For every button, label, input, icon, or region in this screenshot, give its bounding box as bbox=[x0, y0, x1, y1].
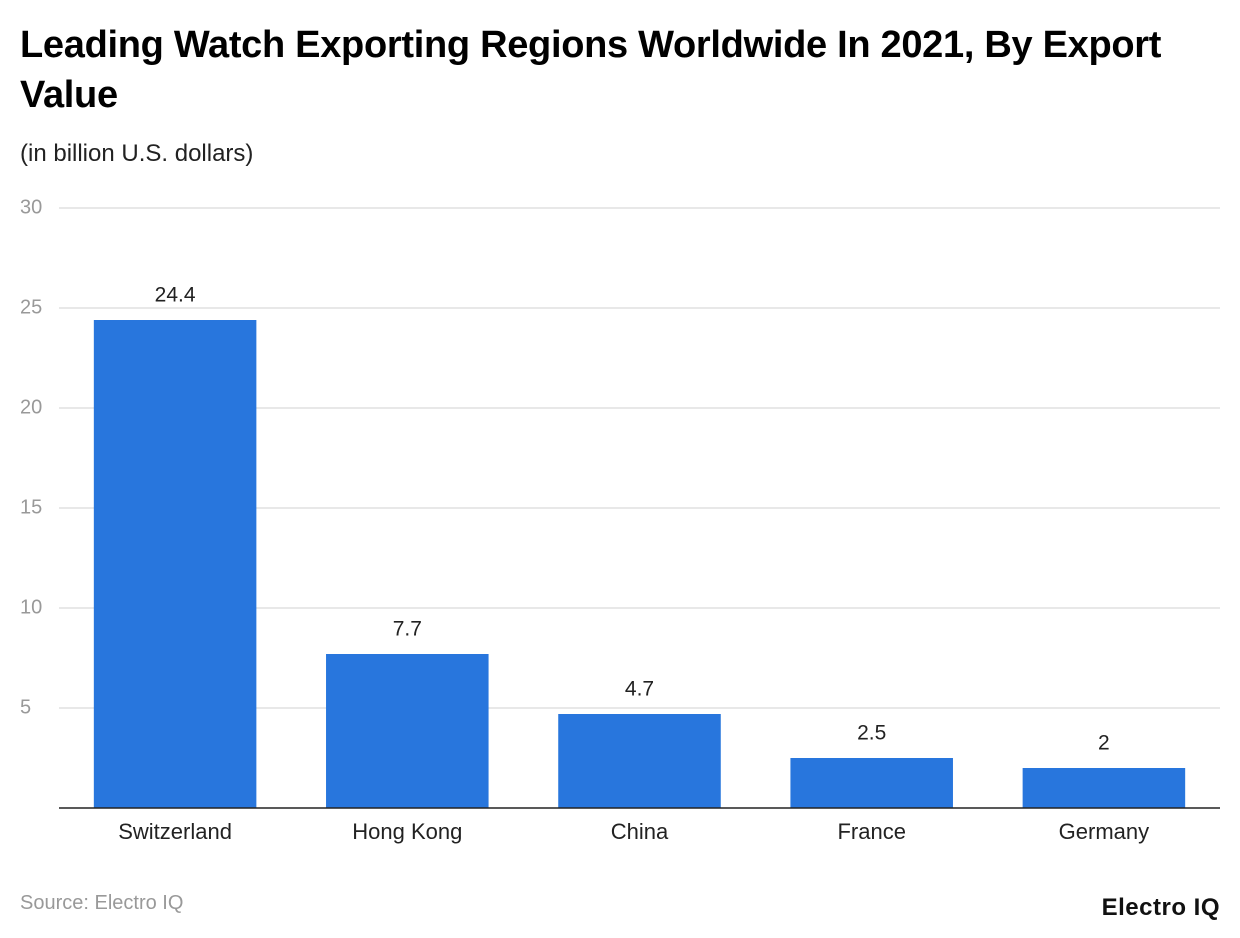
brand-logo: Electro IQ bbox=[1101, 894, 1220, 921]
y-tick-label: 15 bbox=[20, 496, 42, 518]
y-tick-label: 5 bbox=[20, 696, 31, 718]
x-tick-label: France bbox=[837, 819, 905, 844]
y-tick-label: 25 bbox=[20, 296, 42, 318]
x-tick-label: Hong Kong bbox=[352, 819, 462, 844]
value-label: 2.5 bbox=[857, 722, 886, 745]
value-label: 24.4 bbox=[155, 284, 196, 307]
value-label: 7.7 bbox=[393, 618, 422, 641]
chart-subtitle: (in billion U.S. dollars) bbox=[20, 140, 254, 167]
bar bbox=[558, 714, 721, 808]
chart: 5 10 15 20 25 30 24.4 Switzerland 7.7 Hong Kong 4.… bbox=[20, 196, 1220, 844]
x-tick-label: China bbox=[611, 819, 669, 844]
bar bbox=[1022, 768, 1186, 808]
chart-title: Leading Watch Exporting Regions Worldwid… bbox=[20, 24, 1162, 116]
bar bbox=[790, 758, 953, 808]
y-tick-label: 30 bbox=[20, 196, 42, 218]
bar bbox=[326, 654, 489, 808]
value-label: 4.7 bbox=[625, 678, 654, 701]
x-tick-label: Germany bbox=[1059, 819, 1149, 844]
y-tick-label: 20 bbox=[20, 396, 42, 418]
bar bbox=[93, 320, 257, 808]
value-label: 2 bbox=[1098, 732, 1110, 755]
source: Source: Electro IQ bbox=[20, 892, 184, 914]
x-tick-label: Switzerland bbox=[118, 819, 232, 844]
y-tick-label: 10 bbox=[20, 596, 42, 618]
